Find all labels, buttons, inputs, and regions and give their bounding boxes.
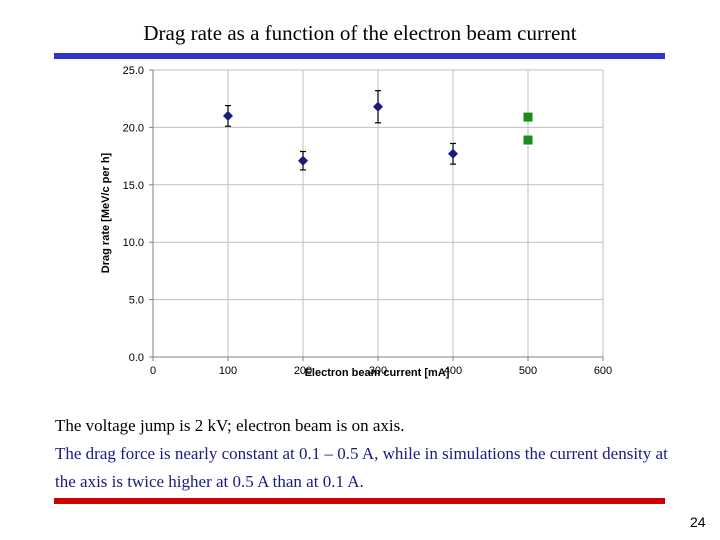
x-tick-label: 600 [594,365,612,377]
caption-line-2: The drag force is nearly constant at 0.1… [55,444,668,491]
y-tick-label: 5.0 [129,295,144,307]
y-tick-label: 25.0 [123,65,144,77]
title-underline-rule [54,53,665,59]
y-tick-label: 15.0 [123,180,144,192]
x-tick-label: 100 [219,365,237,377]
simulation-point [523,135,533,145]
measured-point [223,110,233,121]
x-tick-label: 400 [444,365,462,377]
footer-rule [54,498,665,504]
caption-line-1: The voltage jump is 2 kV; electron beam … [55,416,405,435]
simulation-point [523,112,533,122]
drag-rate-chart: 0 100 200 300 400 500 600 0.0 5.0 10.0 15.0 20.0 25.… [100,65,612,379]
y-tick-label: 0.0 [129,352,144,364]
slide-title: Drag rate as a function of the electron … [143,21,577,45]
x-tick-label: 200 [294,365,312,377]
x-tick-label: 300 [369,365,387,377]
caption: The voltage jump is 2 kV; electron beam … [55,412,675,496]
page-number: 24 [690,514,706,530]
measured-point [298,155,308,166]
measured-point [373,101,383,112]
x-tick-label: 500 [519,365,537,377]
x-axis-label: Electron beam current [mA] [305,367,450,379]
measured-point [448,148,458,159]
y-tick-label: 10.0 [123,237,144,249]
y-axis-label: Drag rate [MeV/c per h] [100,152,112,273]
y-tick-label: 20.0 [123,122,144,134]
x-tick-label: 0 [150,365,156,377]
